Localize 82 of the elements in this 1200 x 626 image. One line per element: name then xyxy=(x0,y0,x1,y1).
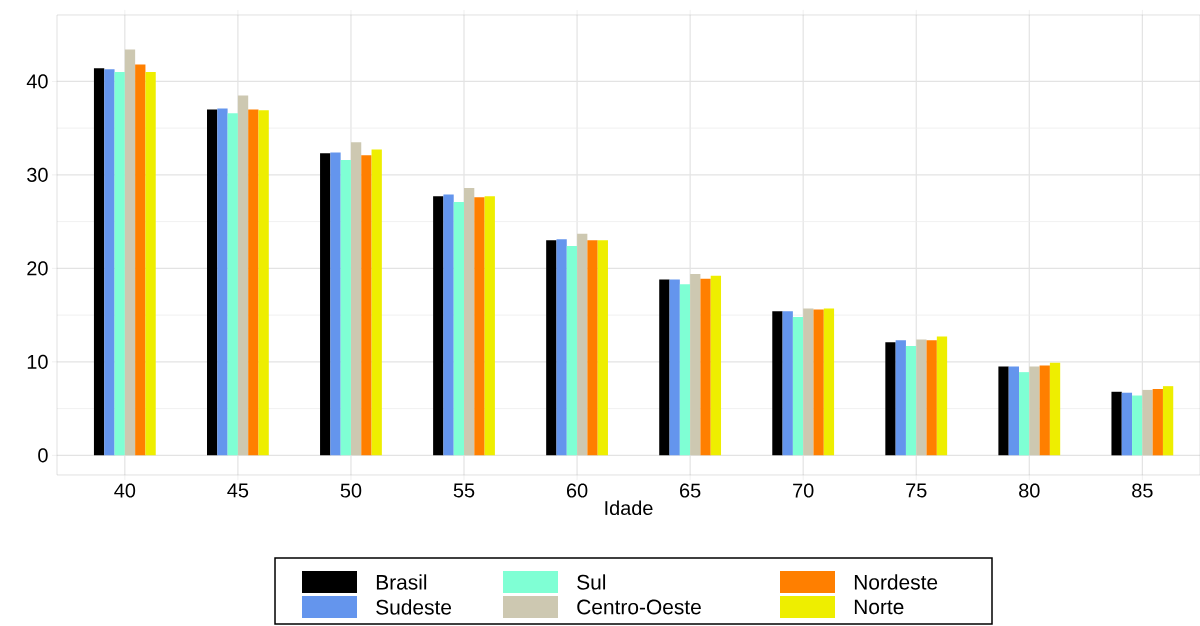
legend-label: Nordeste xyxy=(854,574,938,590)
bar xyxy=(1121,392,1133,456)
bar xyxy=(1039,365,1050,456)
x-tick-label: 85 xyxy=(1132,483,1153,498)
bar xyxy=(1111,391,1122,456)
bar xyxy=(1029,366,1040,456)
x-tick-label: 50 xyxy=(340,483,362,498)
x-tick-label: 75 xyxy=(906,483,927,498)
bar xyxy=(669,279,680,456)
bar xyxy=(1162,386,1174,456)
bar xyxy=(104,69,115,456)
legend-label: Norte xyxy=(854,599,904,615)
x-tick-label: 65 xyxy=(680,483,701,498)
bar xyxy=(792,316,804,456)
bar xyxy=(1152,388,1163,456)
bar xyxy=(350,142,362,456)
bar xyxy=(207,109,218,456)
bar xyxy=(361,155,372,456)
bar xyxy=(782,311,793,456)
bar xyxy=(453,201,465,456)
bar xyxy=(248,109,259,456)
bar xyxy=(1008,366,1019,456)
bar xyxy=(566,245,578,456)
bar xyxy=(659,279,670,456)
bar xyxy=(93,68,105,456)
bar xyxy=(227,113,238,456)
legend-label: Sul xyxy=(577,574,606,590)
x-axis-title: Idade xyxy=(605,500,653,516)
bar xyxy=(135,64,146,456)
x-tick-label: 45 xyxy=(227,483,249,498)
bar xyxy=(124,49,136,456)
x-tick-label: 80 xyxy=(1019,483,1040,498)
bar xyxy=(905,345,917,456)
legend-label: Brasil xyxy=(376,574,427,590)
bar xyxy=(556,239,567,456)
y-tick-label: 0 xyxy=(38,448,48,463)
bar xyxy=(443,194,454,456)
bar xyxy=(700,278,711,456)
bar xyxy=(916,339,927,456)
bar xyxy=(823,308,835,456)
bar xyxy=(330,152,341,456)
bar xyxy=(577,233,588,456)
x-tick-label: 55 xyxy=(453,483,475,498)
bar xyxy=(217,108,228,456)
y-tick-label: 10 xyxy=(27,354,48,369)
bar xyxy=(690,273,701,456)
bar xyxy=(1132,395,1143,456)
y-tick-label: 30 xyxy=(27,167,48,182)
bar xyxy=(484,196,495,456)
bar xyxy=(587,240,598,456)
bar xyxy=(114,72,125,456)
bar xyxy=(1049,362,1061,456)
x-tick-label: 70 xyxy=(793,483,814,498)
bar xyxy=(926,340,937,456)
bar xyxy=(371,149,382,456)
x-tick-label: 60 xyxy=(567,483,588,498)
bar xyxy=(998,366,1009,456)
bar xyxy=(258,110,269,456)
bar xyxy=(895,340,906,456)
y-tick-label: 40 xyxy=(26,74,48,89)
bar xyxy=(237,95,249,456)
bar xyxy=(803,308,814,456)
bar xyxy=(320,153,331,456)
bar xyxy=(597,240,608,456)
bar xyxy=(145,72,156,456)
x-tick-label: 40 xyxy=(114,483,136,498)
legend-label: Centro-Oeste xyxy=(577,599,701,615)
bar xyxy=(772,311,783,456)
bar xyxy=(340,159,351,456)
bar xyxy=(474,197,485,456)
bar xyxy=(885,342,896,456)
bar xyxy=(1018,372,1030,456)
bar xyxy=(433,196,444,456)
y-tick-label: 20 xyxy=(27,261,48,276)
bar xyxy=(813,309,824,456)
bar xyxy=(546,240,557,456)
legend-label: Sudeste xyxy=(376,599,452,615)
bar xyxy=(464,187,475,456)
bar xyxy=(710,275,722,456)
bar xyxy=(936,336,948,456)
bar xyxy=(679,284,691,456)
bar xyxy=(1142,389,1153,456)
